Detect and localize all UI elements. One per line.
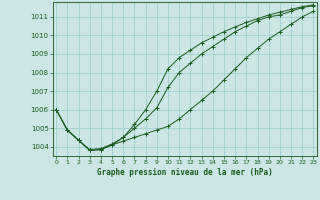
X-axis label: Graphe pression niveau de la mer (hPa): Graphe pression niveau de la mer (hPa)	[97, 168, 273, 177]
